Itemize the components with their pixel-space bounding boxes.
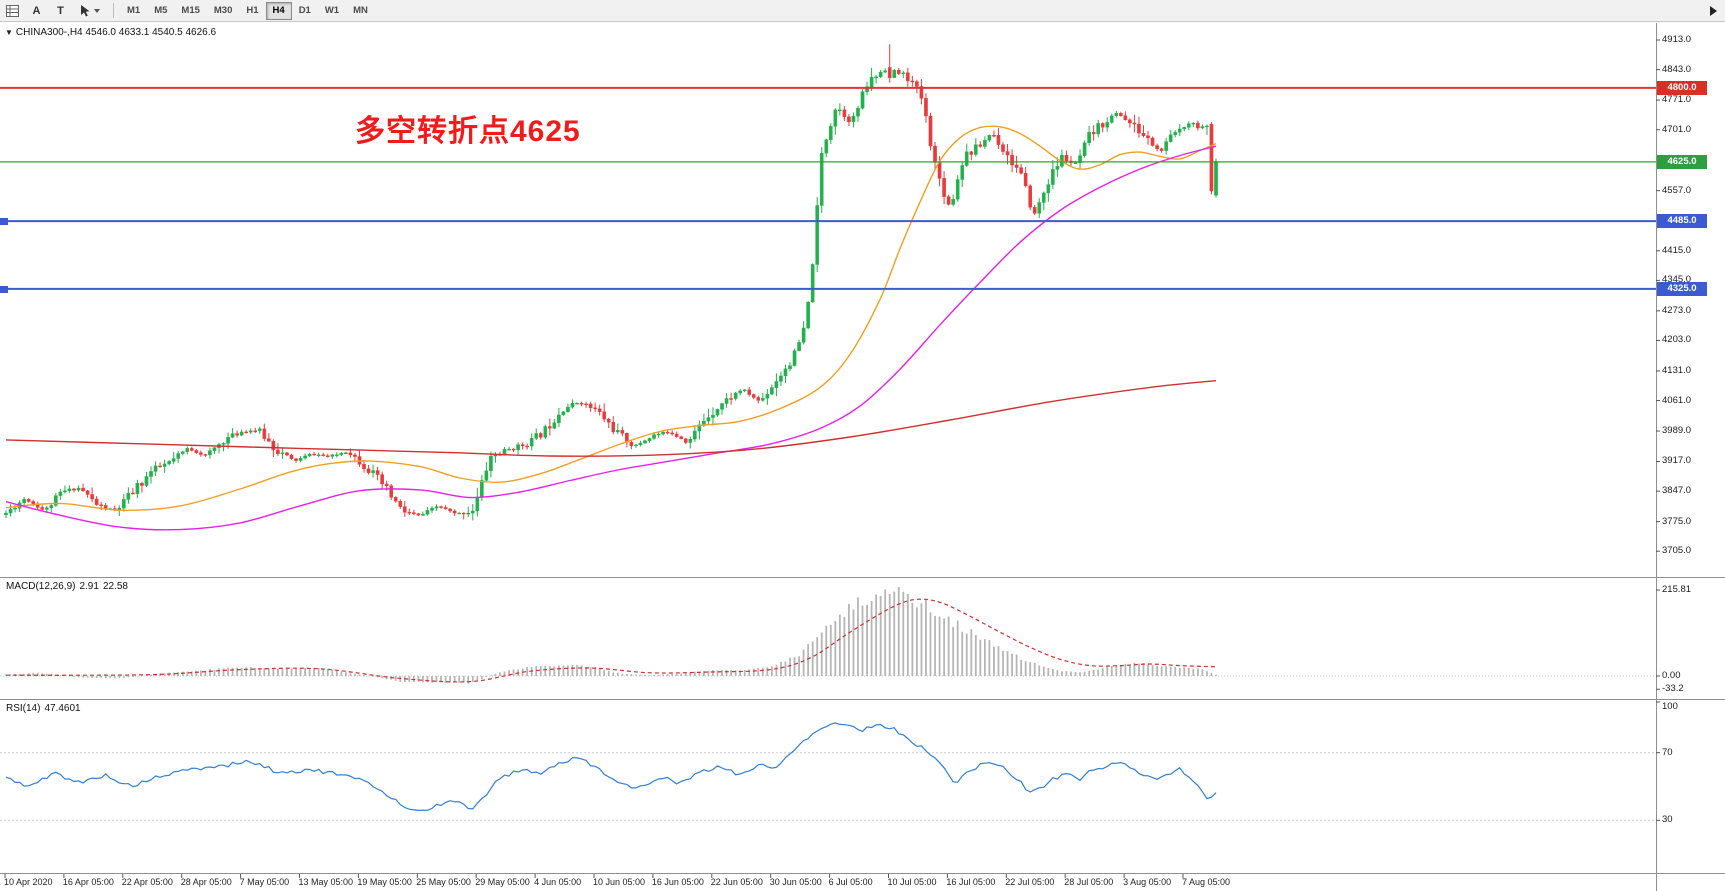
price-axis-label: 4131.0 [1662,364,1692,376]
price-axis-label: 4345.0 [1662,274,1692,286]
rsi-line [5,722,1217,812]
time-axis-label: 13 May 05:00 [298,877,354,887]
timeframe-button-m5[interactable]: M5 [154,5,168,16]
candlestick-series [4,44,1218,521]
annotation-text[interactable]: 多空转折点4625 [355,115,581,148]
ma-mid-line [5,145,1217,531]
time-axis-label: 16 Apr 05:00 [62,877,114,887]
time-axis-label: 28 Jul 05:00 [1064,877,1114,887]
timeframe-button-m1[interactable]: M1 [127,5,141,16]
time-axis-label: 22 Apr 05:00 [121,877,173,887]
symbol-ohlc-label: CHINA300-,H4 4546.0 4633.1 4540.5 4626.6 [15,27,217,38]
price-axis-label: 3917.0 [1662,455,1692,467]
time-axis-label: 10 Jun 05:00 [593,877,646,887]
price-axis-label: 3775.0 [1662,515,1692,527]
macd-signal-line [5,598,1217,683]
timeframe-button-h1[interactable]: H1 [246,5,259,16]
time-axis-label: 7 Aug 05:00 [1182,877,1231,887]
timeframe-button-m30[interactable]: M30 [213,5,233,16]
rsi-axis-label: 30 [1662,814,1673,826]
rsi-title: RSI(14) [6,703,41,714]
time-axis-label: 3 Aug 05:00 [1123,877,1172,887]
macd-histogram [5,587,1217,684]
timeframe-button-w1[interactable]: W1 [324,5,340,16]
timeframe-button-d1[interactable]: D1 [298,5,311,16]
price-level-badge: 4485.0 [1657,214,1707,229]
ma-fast-line [5,125,1217,511]
time-axis-label: 16 Jun 05:00 [651,877,704,887]
cursor-tool-button[interactable] [73,1,107,21]
text-t-icon: T [57,4,64,17]
cursor-icon [81,5,90,17]
time-axis-label: 19 May 05:00 [357,877,412,887]
price-axis-label: 3847.0 [1662,485,1692,497]
time-axis-label: 29 May 05:00 [475,877,530,887]
pane-separators [0,23,1725,891]
toolbar-overflow-icon[interactable] [1710,6,1717,16]
time-axis-label: 22 Jun 05:00 [710,877,763,887]
price-axis-label: 3705.0 [1662,545,1692,557]
time-axis-label: 10 Apr 2020 [4,877,53,887]
macd-axis-label: 215.81 [1662,583,1692,595]
macd-signal-value: 22.58 [102,581,128,592]
price-axis-label: 4771.0 [1662,94,1692,106]
level-left-tag [0,218,8,226]
timeframe-button-h4[interactable]: H4 [265,1,292,20]
macd-pane [0,587,1656,684]
rsi-axis-label: 100 [1662,701,1678,712]
macd-axis-label: 0.00 [1662,670,1681,681]
time-axis-label: 10 Jul 05:00 [887,877,937,887]
rsi-label: RSI(14) 47.4601 [6,703,85,714]
time-axis-label: 25 May 05:00 [416,877,471,887]
table-icon-button[interactable] [1,1,24,21]
price-axis-label: 4701.0 [1662,123,1692,135]
collapse-icon[interactable]: ▼ [5,28,13,37]
price-level-badge: 4625.0 [1657,154,1707,169]
timeframe-button-m15[interactable]: M15 [181,5,200,16]
price-axis-label: 4203.0 [1662,334,1692,346]
level-left-tag [0,285,8,293]
macd-title: MACD(12,26,9) [6,581,76,592]
text-label-tool-button[interactable]: A [25,1,48,21]
time-axis-label: 30 Jun 05:00 [769,877,822,887]
macd-axis-label: -33.2 [1662,683,1684,695]
macd-hist-value: 2.91 [79,581,99,592]
main-pane [0,44,1656,531]
time-axis-label: 6 Jul 05:00 [828,877,873,887]
price-axis-label: 4913.0 [1662,34,1692,45]
time-axis-label: 28 Apr 05:00 [180,877,232,887]
price-axis-label: 4843.0 [1662,63,1692,75]
macd-label: MACD(12,26,9) 2.91 22.58 [6,581,132,592]
price-axis-label: 4415.0 [1662,244,1692,256]
text-a-icon: A [32,4,41,17]
ma-slow-line [5,380,1217,457]
price-axis-label: 4061.0 [1662,394,1692,406]
toolbar-separator [113,3,114,18]
text-tool-button[interactable]: T [49,1,72,21]
price-axis-label: 3989.0 [1662,425,1692,437]
time-axis-label: 7 May 05:00 [239,877,290,887]
time-axis-label: 22 Jul 05:00 [1005,877,1055,887]
timeframe-button-mn[interactable]: MN [353,5,368,16]
price-axis-label: 4557.0 [1662,184,1692,196]
chart-header: ▼ CHINA300-,H4 4546.0 4633.1 4540.5 4626.… [5,27,216,38]
price-axis-label: 4273.0 [1662,304,1692,316]
rsi-pane [0,722,1656,821]
price-level-badge: 4325.0 [1657,281,1707,296]
rsi-axis-label: 70 [1662,746,1673,758]
table-icon [6,4,19,17]
toolbar: A T M1 M5 M15 M30 H1 H4 D1 W1 MN [0,0,1725,22]
price-level-badge: 4800.0 [1657,80,1707,95]
rsi-value: 47.4601 [44,703,81,714]
timeframe-group: M1 M5 M15 M30 H1 H4 D1 W1 MN [120,1,375,20]
chevron-down-icon [94,8,100,13]
time-axis-label: 4 Jun 05:00 [534,877,582,887]
time-axis-label: 16 Jul 05:00 [946,877,996,887]
